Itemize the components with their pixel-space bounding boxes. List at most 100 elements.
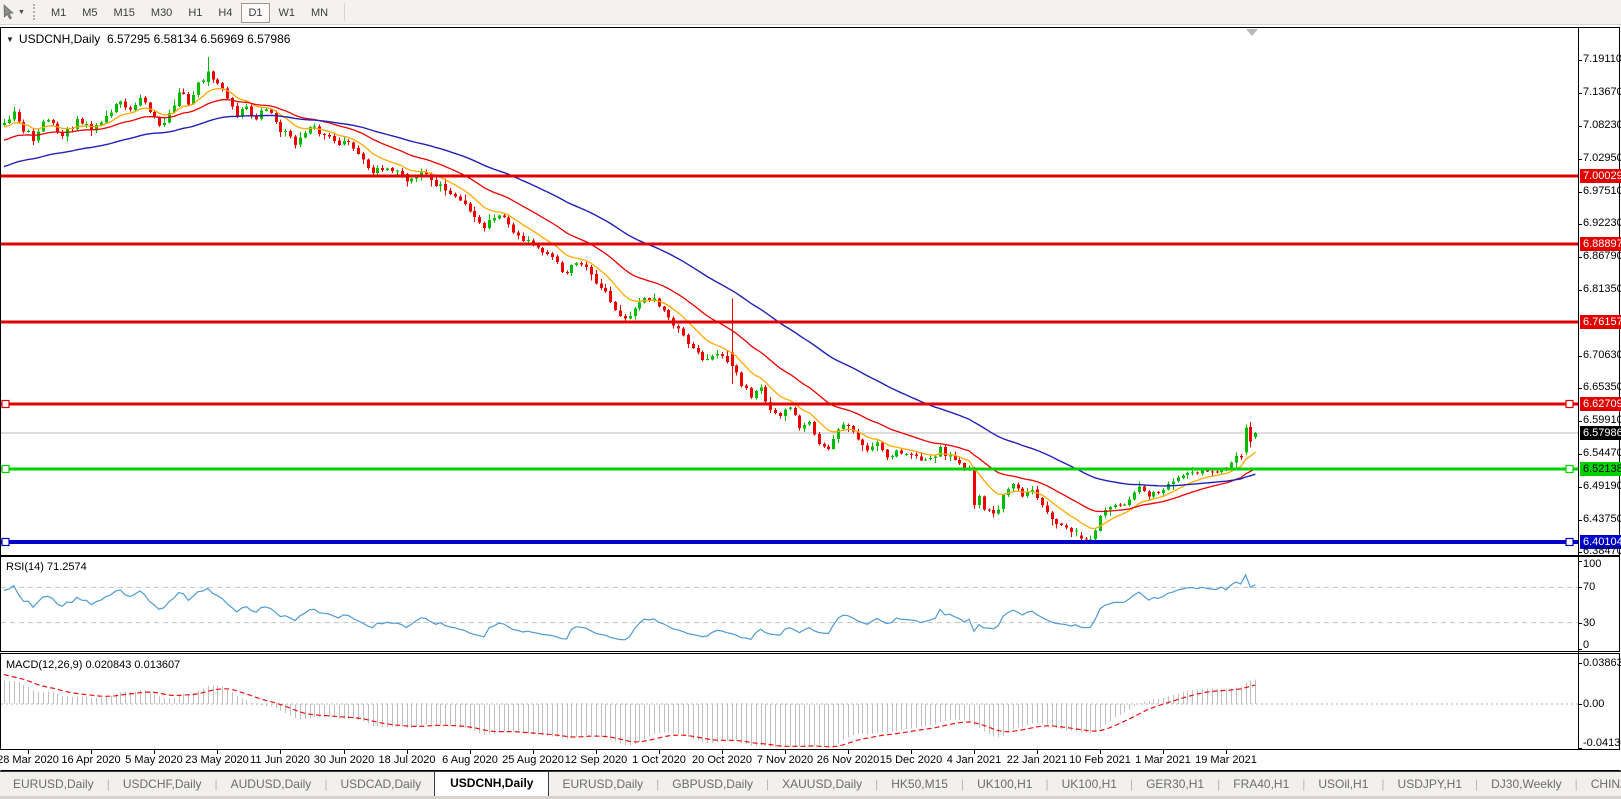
candle-body [1216,471,1219,473]
candle-body [42,121,45,132]
candle-body [236,105,239,117]
chart-tab-fra40-h1[interactable]: FRA40,H1 [1233,777,1290,791]
candle-body [1119,504,1122,506]
candle-body [386,168,389,170]
candle-body [260,110,263,120]
chart-tab-xauusd-daily[interactable]: XAUUSD,Daily [782,777,863,791]
candle-body [435,179,438,186]
candle-body [124,101,127,108]
candle-body [207,71,210,82]
hline-handle[interactable] [1565,464,1574,474]
hline-handle[interactable] [1,464,10,474]
candle-body [876,442,879,446]
candle-body [1114,504,1117,507]
candle-body [270,109,273,113]
candle-body [1046,505,1049,513]
candle-body [988,509,991,511]
candle-body [760,387,763,392]
chart-tab-usdchf-daily[interactable]: USDCHF,Daily [122,777,202,791]
hline-handle[interactable] [1,537,10,547]
candle-body [163,122,166,126]
candle-body [546,252,549,255]
candle-body [958,459,961,464]
candle-body [197,82,200,95]
candle-body [459,196,462,201]
candle-body [924,459,927,461]
candle-body [1152,491,1155,497]
chart-tab-ger30-h1[interactable]: GER30,H1 [1146,777,1205,791]
chart-tab-gbpusd-daily[interactable]: GBPUSD,Daily [672,777,753,791]
candle-body [1201,470,1204,474]
timeframe-button-m5[interactable]: M5 [82,7,98,19]
timeframe-button-m30[interactable]: M30 [150,7,173,19]
candle-body [537,244,540,248]
candle-body [910,454,913,456]
candle-body [265,109,268,111]
candle-body [1036,489,1039,498]
candle-body [187,94,190,105]
candle-body [847,424,850,426]
chart-tab-hk50-m15[interactable]: HK50,M15 [891,777,948,791]
chart-tab-audusd-daily[interactable]: AUDUSD,Daily [230,777,312,791]
candle-body [396,170,399,172]
hline-handle[interactable] [1565,537,1574,547]
candle-body [566,271,569,274]
candle-body [701,352,704,360]
timeframe-button-d1[interactable]: D1 [241,3,270,23]
cursor-tool-icon[interactable] [2,4,16,20]
candle-body [216,79,219,84]
candle-body [532,240,535,245]
toolbar-grip-handle[interactable] [32,4,37,20]
hline-handle[interactable] [1,399,10,409]
candle-body [367,159,370,168]
candle-body [144,97,147,103]
candle-body [634,308,637,317]
candle-body [212,71,215,80]
candle-body [1002,495,1005,510]
chart-tab-china300-h1[interactable]: CHINA300,H1 [1590,777,1621,791]
tab-separator: | [106,777,110,791]
timeframe-button-w1[interactable]: W1 [278,7,296,19]
chart-tab-uk100-h1[interactable]: UK100,H1 [977,777,1033,791]
candle-body [1075,530,1078,532]
candle-body [861,439,864,446]
chart-tab-eurusd-daily[interactable]: EURUSD,Daily [562,777,644,791]
candle-body [585,264,588,267]
candle-body [284,130,287,133]
timeframe-button-mn[interactable]: MN [311,7,329,19]
timeframe-button-h4[interactable]: H4 [218,7,233,19]
candle-body [600,283,603,288]
timeframe-button-m15[interactable]: M15 [113,7,135,19]
tab-separator: | [214,777,218,791]
candle-body [318,126,321,134]
chart-tab-usdjpy-h1[interactable]: USDJPY,H1 [1397,777,1463,791]
candle-body [726,355,729,363]
chart-tab-usdcnh-daily[interactable]: USDCNH,Daily [434,771,550,796]
candle-body [464,200,467,205]
candle-body [1055,519,1058,524]
candle-body [1099,515,1102,531]
candle-body [47,119,50,122]
chart-tab-eurusd-daily[interactable]: EURUSD,Daily [13,777,94,791]
chart-tab-dj30-weekly[interactable]: DJ30,Weekly [1491,777,1562,791]
tab-separator: | [1045,777,1049,791]
chart-tab-uk100-h1[interactable]: UK100,H1 [1061,777,1117,791]
hline-handle[interactable] [1565,399,1574,409]
candle-body [939,447,942,457]
chart-tab-usdcad-daily[interactable]: USDCAD,Daily [340,777,422,791]
candle-body [721,353,724,356]
candle-body [1031,489,1034,492]
candle-body [915,454,918,457]
timeframe-button-h1[interactable]: H1 [188,7,203,19]
candle-body [139,97,142,106]
candle-body [716,354,719,356]
candle-body [1191,472,1194,474]
timeframe-button-m1[interactable]: M1 [50,7,67,19]
candle-body [158,117,161,126]
candle-body [1182,475,1185,478]
chart-tab-usoil-h1[interactable]: USOil,H1 [1318,777,1369,791]
chevron-down-icon[interactable]: ▼ [18,8,25,16]
candle-body [794,407,797,416]
candle-body [522,235,525,241]
